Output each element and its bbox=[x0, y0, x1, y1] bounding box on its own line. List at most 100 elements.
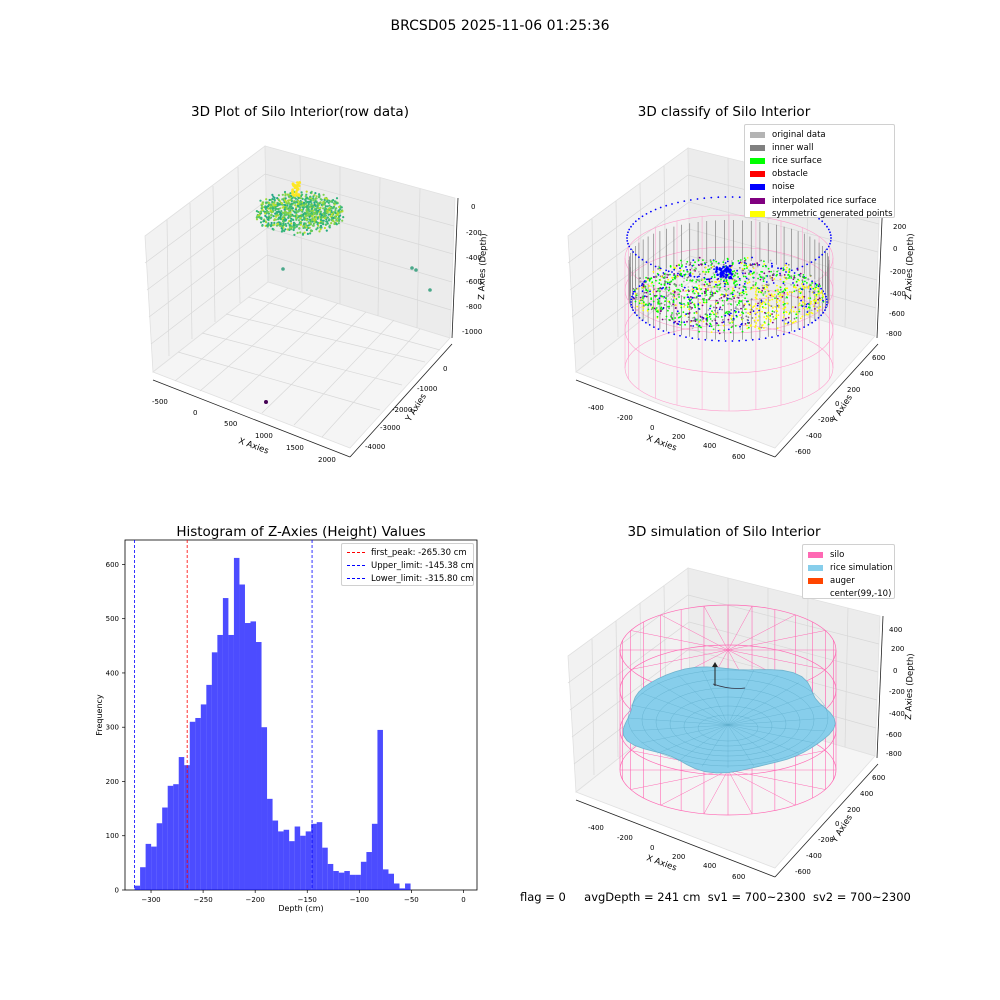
raw-point bbox=[291, 182, 295, 185]
legend-swatch bbox=[808, 577, 823, 584]
raw-point bbox=[272, 195, 275, 198]
noise-point bbox=[711, 339, 713, 342]
raw-point bbox=[302, 206, 305, 209]
raw-point bbox=[326, 221, 329, 224]
simulation-legend-item: center(99,-10) bbox=[808, 588, 892, 601]
raw-point bbox=[338, 215, 341, 218]
sv1-text: sv1 = 700~2300 bbox=[707, 890, 806, 904]
outlier-point bbox=[281, 267, 285, 271]
raw-point bbox=[295, 187, 299, 191]
raw-z-tick-label: -200 bbox=[466, 229, 482, 237]
raw-point bbox=[309, 232, 312, 235]
raw-z-tick-label: -600 bbox=[466, 278, 482, 286]
raw-point bbox=[338, 218, 341, 222]
raw-point bbox=[301, 204, 304, 207]
raw-point bbox=[292, 228, 295, 232]
raw-point bbox=[339, 208, 342, 211]
noise-point bbox=[811, 321, 813, 324]
raw-point bbox=[320, 226, 323, 229]
noise-point bbox=[826, 248, 828, 251]
raw-point bbox=[281, 211, 284, 214]
legend-label: center(99,-10) bbox=[830, 589, 892, 600]
raw-point bbox=[318, 193, 321, 196]
raw-point bbox=[332, 199, 335, 202]
raw-point bbox=[265, 198, 268, 201]
noise-point bbox=[717, 339, 720, 342]
raw-point bbox=[288, 216, 291, 219]
raw-point bbox=[316, 221, 319, 224]
raw-point bbox=[283, 203, 286, 206]
raw-point bbox=[270, 203, 273, 206]
noise-point bbox=[627, 231, 629, 234]
raw-point bbox=[290, 225, 293, 228]
raw-point bbox=[275, 224, 279, 227]
raw-point bbox=[288, 194, 291, 197]
raw-point bbox=[279, 223, 282, 226]
raw-point bbox=[335, 223, 338, 226]
simulation-z-tick-label: -600 bbox=[886, 731, 902, 739]
raw-point bbox=[332, 219, 335, 223]
raw-point bbox=[315, 195, 318, 198]
raw-point bbox=[287, 216, 290, 219]
noise-point bbox=[696, 276, 699, 278]
raw-point bbox=[312, 222, 315, 225]
noise-point bbox=[662, 330, 665, 332]
raw-point bbox=[292, 224, 295, 227]
raw-point bbox=[295, 225, 298, 228]
simulation-z-tick-label: -200 bbox=[889, 688, 905, 696]
raw-y-tick-label: -2000 bbox=[392, 406, 412, 414]
noise-point bbox=[641, 319, 644, 322]
raw-point bbox=[266, 223, 270, 226]
noise-point bbox=[626, 237, 628, 239]
raw-point bbox=[330, 222, 333, 225]
raw-point bbox=[284, 210, 287, 214]
raw-point bbox=[273, 218, 276, 221]
simulation-legend-item: silo bbox=[808, 548, 889, 561]
raw-point bbox=[275, 215, 278, 218]
raw-point bbox=[319, 228, 322, 231]
outlier-point bbox=[414, 268, 418, 272]
raw-point bbox=[307, 212, 311, 215]
raw-point bbox=[257, 210, 260, 214]
noise-point bbox=[785, 271, 787, 273]
raw-point bbox=[309, 198, 312, 201]
raw-point bbox=[328, 224, 331, 227]
raw-point bbox=[316, 203, 319, 206]
raw-x-tick-label: -500 bbox=[152, 398, 168, 406]
noise-point bbox=[673, 333, 676, 336]
raw-point bbox=[318, 230, 321, 233]
raw-point bbox=[310, 229, 313, 232]
raw-point bbox=[285, 213, 288, 216]
raw-point bbox=[290, 228, 293, 231]
raw-point bbox=[309, 218, 312, 221]
raw-point bbox=[334, 200, 337, 203]
raw-point bbox=[297, 219, 300, 222]
simulation-y-tick-label: 600 bbox=[872, 774, 885, 782]
noise-point bbox=[632, 223, 635, 225]
noise-point bbox=[628, 245, 631, 248]
raw-point bbox=[312, 209, 315, 212]
raw-point bbox=[271, 207, 274, 210]
noise-point bbox=[825, 303, 828, 306]
raw-point bbox=[320, 203, 323, 206]
raw-point bbox=[255, 210, 258, 213]
raw-point bbox=[311, 217, 314, 221]
raw-point bbox=[304, 198, 307, 201]
raw-point bbox=[293, 222, 296, 225]
noise-point bbox=[704, 338, 707, 341]
raw-x-tick-label: 1500 bbox=[286, 444, 304, 452]
noise-point bbox=[751, 338, 754, 341]
simulation-legend-item: rice simulation bbox=[808, 561, 893, 574]
noise-point bbox=[806, 263, 808, 266]
raw-point bbox=[296, 231, 299, 234]
raw-point bbox=[329, 215, 332, 218]
raw-point bbox=[330, 211, 333, 214]
noise-point bbox=[771, 336, 773, 338]
raw-point bbox=[260, 216, 263, 219]
raw-point bbox=[297, 223, 300, 226]
raw-point bbox=[261, 203, 264, 206]
noise-point bbox=[689, 199, 692, 201]
raw-point bbox=[264, 212, 267, 215]
noise-point bbox=[645, 213, 648, 215]
